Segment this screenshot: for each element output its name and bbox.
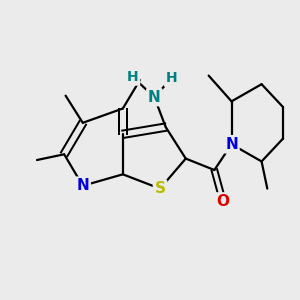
Text: N: N bbox=[225, 137, 238, 152]
Text: O: O bbox=[217, 194, 230, 209]
Text: N: N bbox=[76, 178, 89, 193]
Text: N: N bbox=[148, 90, 161, 105]
Text: S: S bbox=[154, 181, 166, 196]
Text: H: H bbox=[127, 70, 139, 84]
Text: H: H bbox=[166, 71, 177, 85]
